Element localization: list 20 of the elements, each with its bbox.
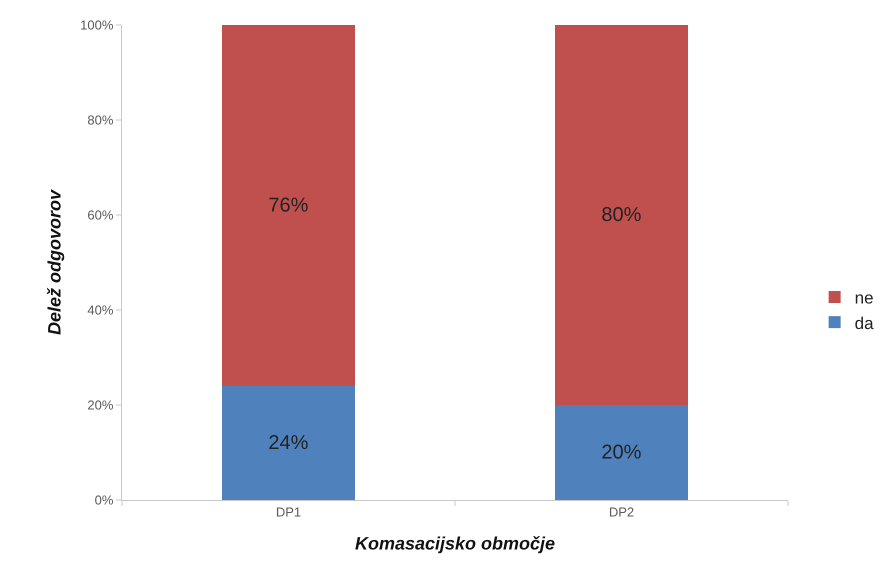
- data-label: 20%: [601, 442, 642, 464]
- y-tick-label: 0%: [94, 492, 114, 508]
- legend-label: da: [854, 314, 874, 333]
- x-tick-label: DP2: [608, 504, 634, 520]
- y-tick-label: 40%: [87, 302, 114, 318]
- bar: [554, 405, 688, 500]
- y-tick-label: 100%: [80, 18, 114, 33]
- y-tick-label: 20%: [87, 398, 114, 413]
- legend-label: ne: [854, 288, 874, 308]
- x-tick-label: DP1: [276, 504, 302, 520]
- data-label: 24%: [268, 432, 309, 454]
- y-tick-label: 60%: [87, 208, 114, 223]
- y-axis-title: Delež odgovorov: [44, 189, 64, 336]
- data-label: 76%: [268, 194, 309, 216]
- bar: [222, 386, 356, 500]
- x-axis-title: Komasacijsko območje: [354, 534, 556, 554]
- data-label: 80%: [601, 204, 642, 226]
- bar: [222, 25, 356, 386]
- bar: [554, 25, 688, 405]
- y-tick-label: 80%: [87, 112, 114, 128]
